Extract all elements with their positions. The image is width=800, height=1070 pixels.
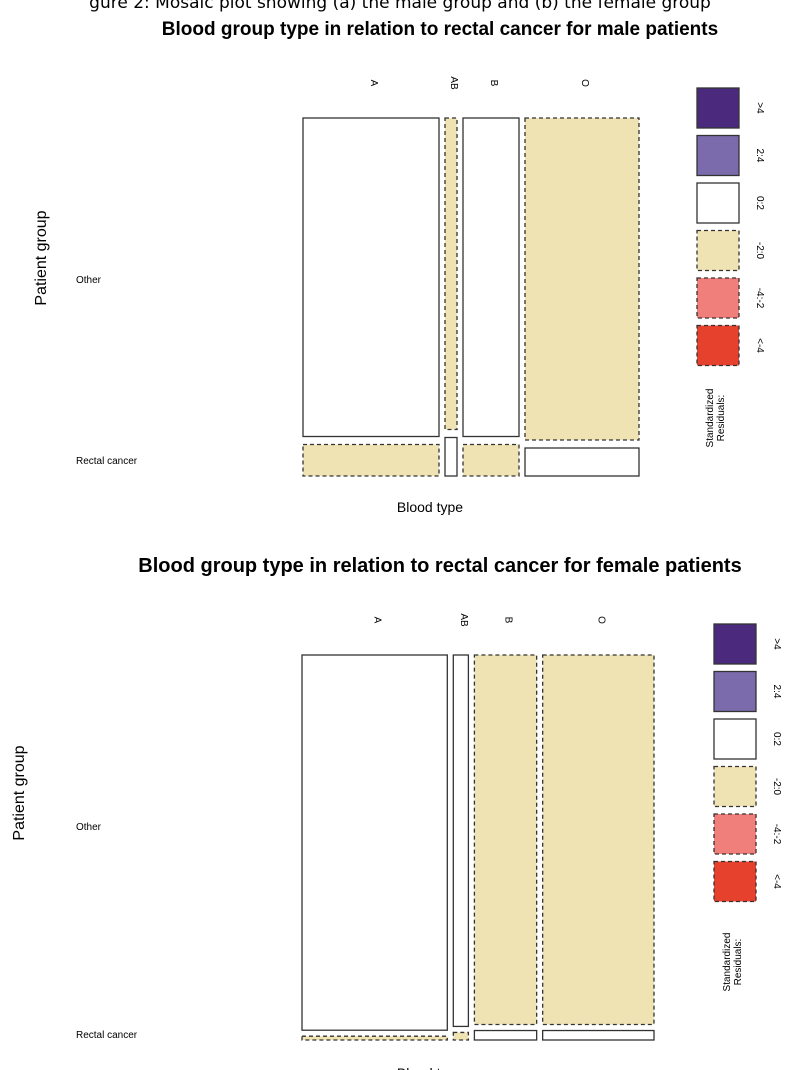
row-label-other: Other: [76, 275, 102, 286]
tile-rectal-cancer-ab: [444, 436, 458, 477]
x-axis-label: Blood type: [397, 499, 463, 515]
legend-label: -2:0: [754, 242, 765, 260]
column-label-a: A: [372, 617, 383, 624]
tile-rectal-cancer-a: [301, 1035, 448, 1041]
tile-rectal-cancer-b: [473, 1029, 538, 1041]
chart-title: Blood group type in relation to rectal c…: [162, 19, 718, 40]
legend-swatch: [713, 670, 757, 713]
tile-other-o: [542, 654, 655, 1026]
legend-label: 0:2: [754, 196, 765, 210]
legend-swatch: [696, 134, 740, 177]
legend-swatch: [696, 87, 740, 129]
tile-rectal-cancer-o: [524, 447, 640, 477]
tile-rectal-cancer-b: [462, 443, 520, 477]
tile-other-o: [524, 117, 640, 441]
column-label-b: B: [488, 80, 499, 87]
legend-label: <-4: [754, 338, 765, 353]
row-label-other: Other: [76, 822, 102, 833]
column-label-b: B: [503, 617, 514, 624]
figure-caption: gure 2: Mosaic plot showing (a) the male…: [89, 0, 711, 13]
legend-label: -4:-2: [754, 288, 765, 309]
y-axis-label: Patient group: [33, 210, 50, 305]
legend-label: 2:4: [771, 685, 782, 699]
legend-label: 0:2: [771, 732, 782, 746]
legend-label: >4: [771, 638, 782, 650]
legend-swatch: [696, 229, 740, 272]
column-label-o: O: [579, 79, 590, 87]
row-label-rectal-cancer: Rectal cancer: [76, 456, 138, 467]
y-axis-label: Patient group: [11, 745, 28, 840]
column-label-ab: AB: [448, 76, 459, 90]
legend-swatch: [713, 718, 757, 760]
tile-other-ab: [444, 117, 458, 431]
tile-rectal-cancer-o: [542, 1029, 655, 1041]
legend-swatch: [696, 277, 740, 319]
legend-swatch: [713, 813, 757, 855]
legend-label: -2:0: [771, 778, 782, 796]
column-label-o: O: [595, 616, 606, 624]
chart-title: Blood group type in relation to rectal c…: [138, 555, 741, 577]
tile-other-ab: [452, 654, 470, 1028]
legend-title: StandardizedResiduals:: [722, 933, 744, 992]
legend-swatch: [713, 860, 757, 903]
legend-label: >4: [754, 102, 765, 114]
row-label-rectal-cancer: Rectal cancer: [76, 1030, 138, 1041]
tile-rectal-cancer-ab: [452, 1031, 470, 1041]
legend-swatch: [713, 623, 757, 665]
legend-label: -4:-2: [771, 824, 782, 845]
legend-title: StandardizedResiduals:: [705, 389, 727, 448]
x-axis-label: Blood type: [397, 1065, 463, 1070]
column-label-a: A: [368, 80, 379, 87]
tile-rectal-cancer-a: [302, 443, 440, 477]
legend-label: <-4: [771, 874, 782, 889]
column-label-ab: AB: [458, 613, 469, 627]
legend-swatch: [713, 765, 757, 808]
tile-other-a: [301, 654, 448, 1031]
legend-swatch: [696, 182, 740, 224]
tile-other-b: [462, 117, 520, 438]
tile-other-b: [473, 654, 538, 1026]
legend-swatch: [696, 324, 740, 367]
legend-label: 2:4: [754, 149, 765, 163]
tile-other-a: [302, 117, 440, 438]
